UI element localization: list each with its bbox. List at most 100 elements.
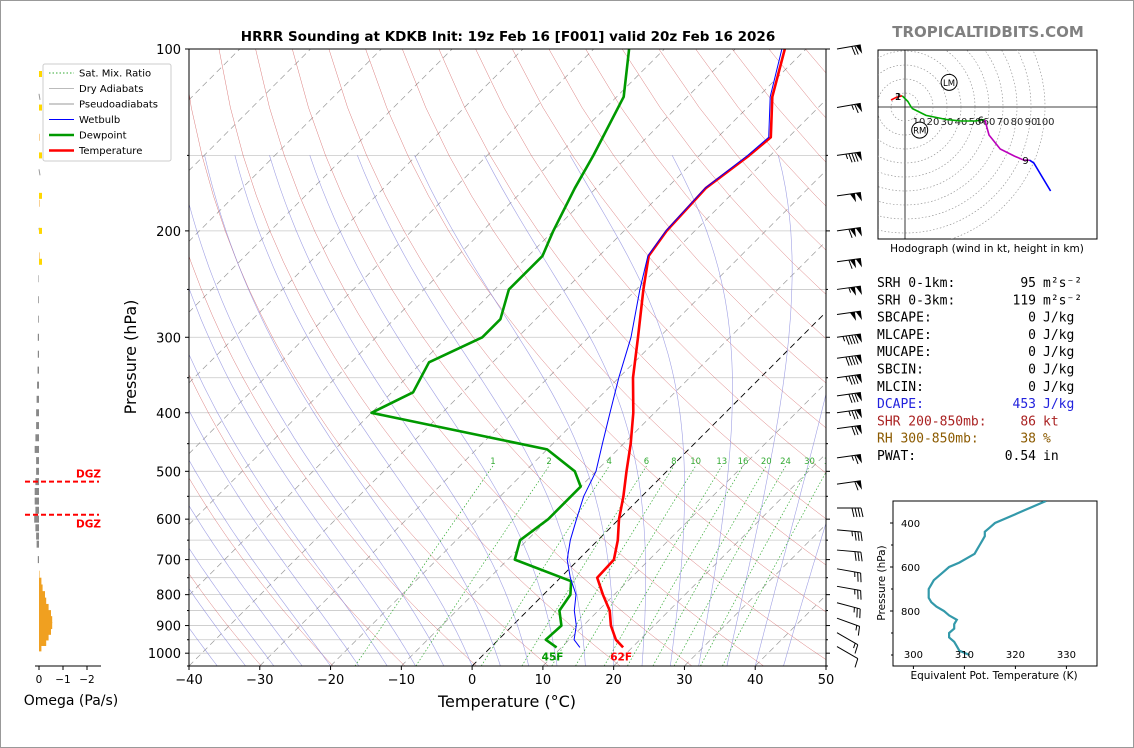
stat-label: MLCIN: xyxy=(877,380,924,395)
mixing-ratio-label: 20 xyxy=(761,457,772,467)
barb-full xyxy=(848,356,853,366)
stat-value: 0.54 xyxy=(1005,449,1036,464)
barb-full xyxy=(854,551,857,561)
barb-full xyxy=(851,356,856,366)
sounding-stats: SRH 0-1km: 95 m²s⁻² SRH 0-3km: 119 m²s⁻² SBCAP… xyxy=(877,276,1082,464)
isotherm xyxy=(189,49,807,666)
barb-flag xyxy=(849,286,857,296)
omega-bar-aloft xyxy=(39,192,42,199)
stat-unit: kt xyxy=(1043,414,1059,429)
theta-e-x-tick-label: 320 xyxy=(1006,650,1025,661)
barb-flag xyxy=(849,259,857,269)
barb-flag xyxy=(855,258,862,268)
isotherm xyxy=(401,240,826,666)
omega-bar xyxy=(36,467,39,475)
wind-barb xyxy=(836,373,862,385)
hodo-height-label: 1 xyxy=(895,92,901,103)
moist-adiabat xyxy=(189,409,360,666)
mixing-ratio-label: 4 xyxy=(607,457,612,467)
x-tick-label: 10 xyxy=(535,673,552,688)
x-tick-label: 40 xyxy=(747,673,764,688)
x-tick-label: 0 xyxy=(468,673,476,688)
barb-full xyxy=(848,393,853,403)
legend-entry: Dewpoint xyxy=(79,131,127,142)
y-tick-label: 900 xyxy=(156,620,181,635)
y-tick-label: 700 xyxy=(156,554,181,569)
y-tick-label: 500 xyxy=(156,465,181,480)
omega-bar xyxy=(35,524,39,532)
mixing-ratio-line xyxy=(354,465,494,666)
legend-entry: Wetbulb xyxy=(79,115,120,126)
omega-bar xyxy=(36,409,39,417)
barb-half xyxy=(848,410,852,417)
barb-full xyxy=(854,658,859,668)
barb-full xyxy=(857,531,860,541)
barb-flag xyxy=(855,480,862,490)
hodo-ring xyxy=(890,92,920,122)
omega-bar xyxy=(38,93,41,100)
barb-full xyxy=(851,507,855,518)
barb-half xyxy=(848,287,852,293)
dgz-label: DGZ xyxy=(76,469,101,481)
hodo-ring xyxy=(878,78,934,136)
barb-half xyxy=(851,455,855,461)
surface-temp-label: 62F xyxy=(610,651,632,663)
skewt-frame xyxy=(188,48,827,667)
x-tick-label: 30 xyxy=(676,673,693,688)
x-tick-label: −30 xyxy=(246,673,273,688)
moist-adiabat xyxy=(414,155,615,666)
theta-e-xlabel: Equivalent Pot. Temperature (K) xyxy=(910,670,1077,682)
barb-flag xyxy=(855,354,862,364)
barb-full xyxy=(848,259,853,269)
barb-full xyxy=(851,410,856,420)
omega-bar xyxy=(34,488,39,496)
barb-half xyxy=(845,153,849,160)
dry-adiabat xyxy=(328,49,826,660)
dry-adiabat xyxy=(585,49,826,339)
storm-motion-label: RM xyxy=(913,127,926,137)
dry-adiabat xyxy=(548,49,826,384)
wind-barb xyxy=(836,408,862,420)
x-tick-label: 20 xyxy=(605,673,622,688)
hodo-segment xyxy=(984,119,1030,161)
omega-bar-aloft xyxy=(39,71,42,78)
wind-barb xyxy=(836,285,862,296)
barb-flag xyxy=(855,44,863,54)
barb-half xyxy=(851,104,855,110)
moist-adiabat xyxy=(189,353,388,666)
barb-shaft xyxy=(836,617,860,627)
barb-half xyxy=(845,376,849,382)
dry-adiabat xyxy=(189,477,334,666)
barb-full xyxy=(848,229,853,239)
barb-full xyxy=(854,410,859,420)
wind-barb xyxy=(836,227,862,239)
barb-full xyxy=(848,335,853,345)
omega-bar xyxy=(39,610,51,618)
hodo-ring-label: 50 xyxy=(969,117,982,128)
barb-full xyxy=(854,104,859,114)
dry-adiabat xyxy=(189,573,262,666)
wind-barb xyxy=(836,632,859,654)
site-brand: TROPICALTIDBITS.COM xyxy=(892,23,1084,41)
isotherm xyxy=(471,311,826,666)
dewpoint-line xyxy=(370,49,631,649)
omega-bar xyxy=(37,556,39,564)
omega-bar xyxy=(39,622,53,630)
hodo-ring xyxy=(878,50,976,178)
barb-flag xyxy=(849,193,857,203)
omega-panel: DGZ DGZ 0 −1 −2 Omega (Pa/s) xyxy=(24,71,118,709)
mixing-ratio-label: 16 xyxy=(738,457,749,467)
omega-bar xyxy=(36,422,39,430)
theta-e-frame xyxy=(892,500,1098,667)
moist-adiabat xyxy=(189,287,416,666)
hodo-ring-label: 40 xyxy=(955,117,968,128)
barb-shaft xyxy=(836,632,859,646)
y-tick-label: 800 xyxy=(156,589,181,604)
barb-half xyxy=(855,625,858,631)
omega-bar xyxy=(37,350,39,358)
omega-bar xyxy=(34,515,39,523)
barb-shaft xyxy=(836,585,861,591)
mixing-ratio-label: 10 xyxy=(690,457,701,467)
barb-full xyxy=(848,375,853,385)
